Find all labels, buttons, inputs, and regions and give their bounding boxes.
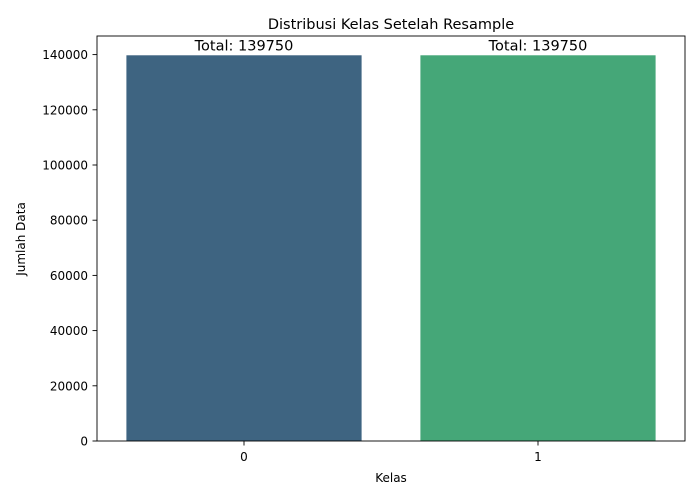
x-axis-label: Kelas	[375, 471, 407, 485]
y-tick-label-120000: 120000	[42, 103, 88, 117]
chart-title: Distribusi Kelas Setelah Resample	[268, 17, 514, 33]
x-tick-label-0: 0	[240, 450, 248, 464]
bar-1	[420, 55, 656, 441]
y-tick-label-100000: 100000	[42, 159, 88, 173]
bar-0	[126, 55, 362, 441]
y-tick-label-140000: 140000	[42, 48, 88, 62]
axes-frame	[96, 35, 686, 442]
y-tick-label-40000: 40000	[50, 324, 88, 338]
y-axis-label: Jumlah Data	[14, 202, 28, 277]
x-tick-label-1: 1	[534, 450, 542, 464]
y-tick-label-80000: 80000	[50, 214, 88, 228]
y-tick-label-0: 0	[80, 435, 88, 449]
bar-label-1: Total: 139750	[488, 38, 588, 54]
bar-label-0: Total: 139750	[194, 38, 294, 54]
y-tick-label-20000: 20000	[50, 379, 88, 393]
plot-area: Total: 139750 0 Total: 139750 1 0 20000 40000 6…	[42, 35, 686, 464]
y-tick-label-60000: 60000	[50, 269, 88, 283]
